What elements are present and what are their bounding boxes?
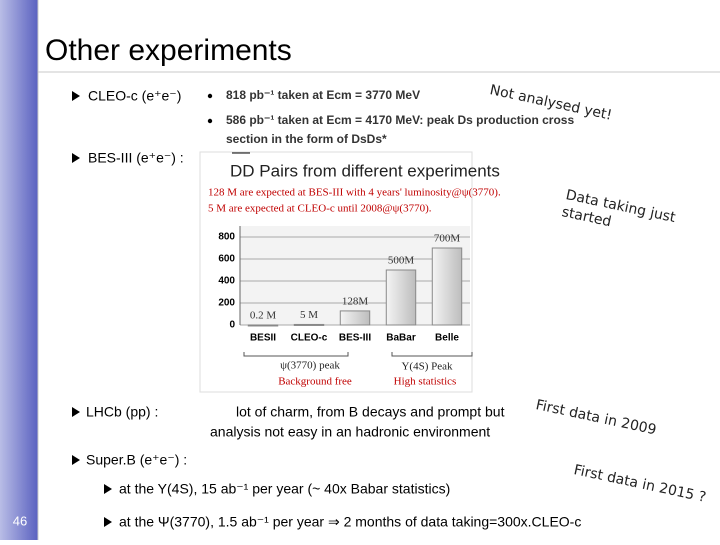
bullet-arrow xyxy=(104,484,112,494)
group-label: ψ(3770) peak xyxy=(280,360,340,372)
item: at the Y(4S), 15 ab⁻¹ per year (~ 40x Ba… xyxy=(119,481,450,497)
bar xyxy=(431,247,463,326)
x-tick-label: Belle xyxy=(435,333,459,344)
annotation: 128 M are expected at BES-III with 4 yea… xyxy=(208,187,501,199)
item: 818 pb⁻¹ taken at Ecm = 3770 MeV xyxy=(226,88,420,102)
value-label: 0.2 M xyxy=(250,310,277,322)
x-tick-label: BESII xyxy=(250,333,276,344)
bullet: LHCb (pp) : xyxy=(86,404,158,420)
group-label: Y(4S) Peak xyxy=(401,361,453,373)
chart: DD Pairs from different experiments 128 … xyxy=(199,151,501,393)
value-label: 128M xyxy=(342,295,369,307)
bullet-arrow xyxy=(72,91,80,101)
handwritten-notes: Not analysed yet! Data taking just start… xyxy=(488,82,707,506)
text: analysis not easy in an hadronic environ… xyxy=(210,424,490,440)
item: at the Ψ(3770), 1.5 ab⁻¹ per year ⇒ 2 mo… xyxy=(119,514,581,530)
x-tick-label: BaBar xyxy=(386,333,416,344)
slide-title: Other experiments xyxy=(45,34,292,67)
bar xyxy=(293,323,325,326)
item: 586 pb⁻¹ taken at Ecm = 4170 MeV: peak D… xyxy=(226,113,574,127)
bar xyxy=(339,310,371,326)
x-tick-label: CLEO-c xyxy=(291,333,328,344)
y-tick-label: 400 xyxy=(218,276,235,287)
x-tick-label: BES-III xyxy=(339,333,371,344)
value-label: 5 M xyxy=(300,309,318,321)
group-label: Background free xyxy=(278,376,352,388)
value-label: 700M xyxy=(434,233,461,245)
bar xyxy=(247,324,279,327)
group-label: High statistics xyxy=(394,376,457,388)
bullet: BES-III (e⁺e⁻) : xyxy=(88,150,184,166)
annotation: 5 M are expected at CLEO-c until 2008@ψ(… xyxy=(208,203,432,215)
note: First data in 2009 xyxy=(534,397,657,438)
chart-title: DD Pairs from different experiments xyxy=(230,161,500,180)
dot xyxy=(207,93,213,99)
item: section in the form of DsDs* xyxy=(226,132,387,146)
y-tick-label: 600 xyxy=(218,254,235,265)
plot-area xyxy=(240,226,470,325)
bullet: CLEO-c (e⁺e⁻) xyxy=(88,88,181,104)
title-area xyxy=(38,0,720,72)
side-bar xyxy=(0,0,38,540)
bullets: CLEO-c (e⁺e⁻) 818 pb⁻¹ taken at Ecm = 37… xyxy=(72,88,581,530)
y-tick-label: 200 xyxy=(218,298,235,309)
page-number: 46 xyxy=(13,513,27,528)
bullet: Super.B (e⁺e⁻) : xyxy=(86,452,187,468)
bar xyxy=(385,269,417,326)
y-tick-label: 0 xyxy=(229,320,235,331)
note: First data in 2015 ? xyxy=(572,462,707,506)
y-tick-label: 800 xyxy=(218,232,235,243)
value-label: 500M xyxy=(388,255,415,267)
text: lot of charm, from B decays and prompt b… xyxy=(236,404,505,420)
bullet-arrow xyxy=(104,517,112,527)
bullet-arrow xyxy=(72,407,80,417)
bullet-arrow xyxy=(72,455,80,465)
bullet-arrow xyxy=(72,153,80,163)
dot xyxy=(207,118,213,124)
bracket xyxy=(243,352,473,357)
